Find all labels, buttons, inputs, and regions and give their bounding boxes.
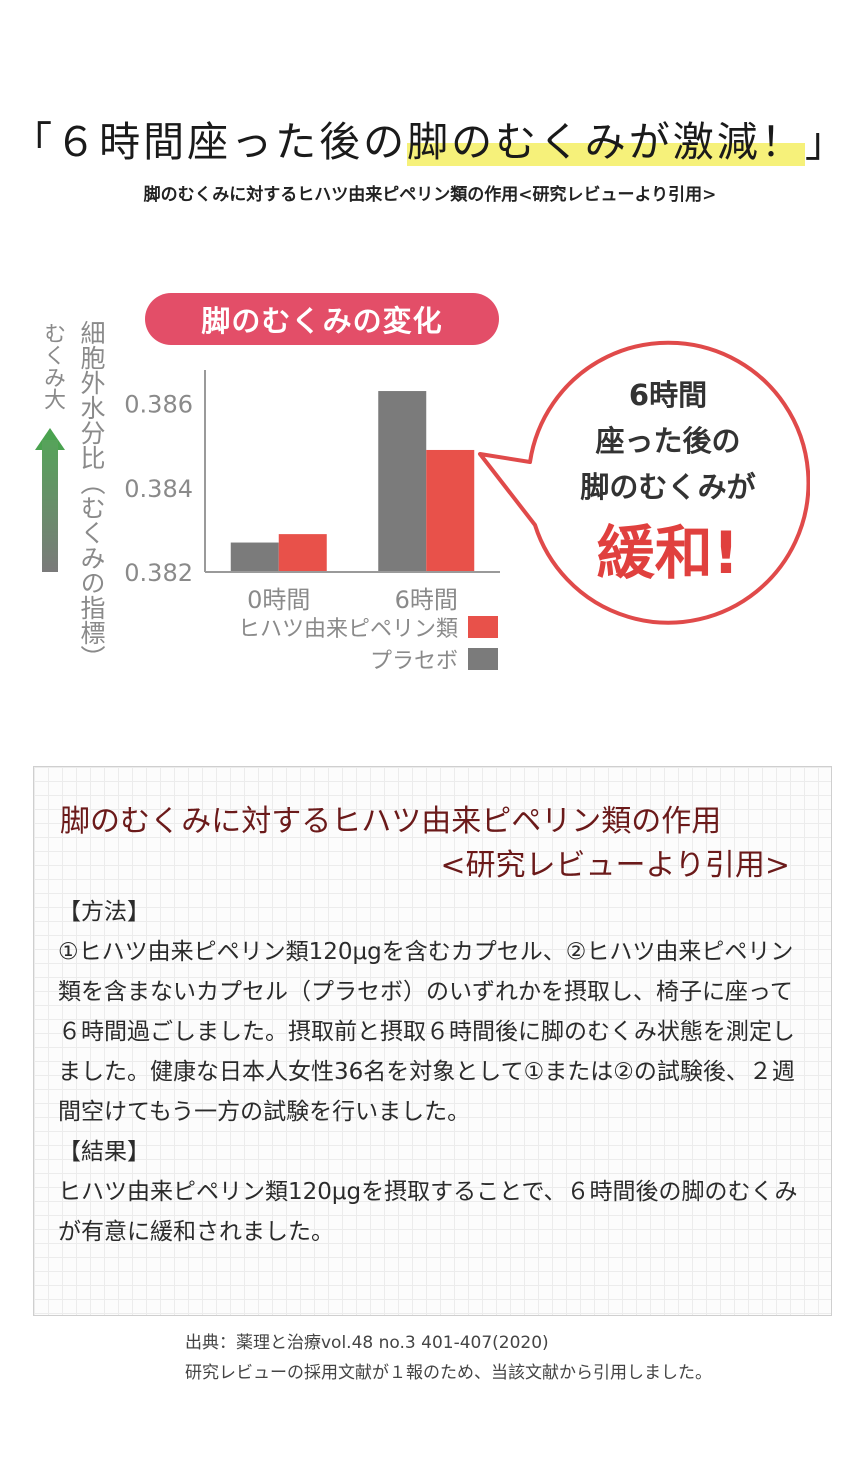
method-heading: 【方法】 xyxy=(58,899,150,925)
headline-open-bracket: 「 xyxy=(11,118,56,166)
x-tick-label: 0時間 xyxy=(247,586,310,614)
review-body: 【方法】 ①ヒハツ由来ピペリン類120μgを含むカプセル、②ヒハツ由来ピペリン類… xyxy=(58,892,803,1252)
headline-close-bracket: 」 xyxy=(804,118,849,166)
swelling-label: むくみ大 xyxy=(40,322,65,410)
headline-highlight: 脚のむくみが激減！ xyxy=(407,118,805,166)
chart-badge: 脚のむくみの変化 xyxy=(145,293,499,345)
result-text: ヒハツ由来ピペリン類120μgを摂取することで、６時間後の脚のむくみが有意に緩和… xyxy=(58,1179,798,1245)
y-tick-label: 0.382 xyxy=(124,559,193,587)
legend-swatch xyxy=(468,616,498,638)
review-title-line1: 脚のむくみに対するヒハツ由来ピペリン類の作用 xyxy=(60,804,722,839)
footnote: 出典：薬理と治療vol.48 no.3 401-407(2020) 研究レビュー… xyxy=(185,1328,855,1388)
y-tick-label: 0.384 xyxy=(124,475,193,503)
callout-line1: 6時間 xyxy=(628,378,708,412)
callout-line2: 座った後の xyxy=(595,424,741,458)
y-tick-label: 0.386 xyxy=(124,391,193,419)
review-title-line2: <研究レビューより引用> xyxy=(440,848,790,883)
bar-placebo xyxy=(378,391,427,572)
legend-label: ヒハツ由来ピペリン類 xyxy=(238,617,458,642)
gradient-arrow-bar xyxy=(42,440,58,572)
review-box xyxy=(33,766,832,1316)
callout-text: 6時間 座った後の 脚のむくみが 緩和! xyxy=(535,372,801,594)
legend-swatch xyxy=(468,648,498,670)
bar-placebo xyxy=(230,542,279,572)
headline-part1: ６時間座った後の xyxy=(55,118,408,166)
bar-piperine xyxy=(278,534,327,572)
review-title: 脚のむくみに対するヒハツ由来ピペリン類の作用 <研究レビューより引用> xyxy=(60,800,790,888)
subheadline: 脚のむくみに対するヒハツ由来ピペリン類の作用<研究レビューより引用> xyxy=(143,185,717,205)
callout-emphasis: 緩和! xyxy=(596,519,740,587)
legend-label: プラセボ xyxy=(370,649,458,674)
bar-piperine xyxy=(426,449,475,572)
y-axis-title: 細胞外水分比（むくみの指標） xyxy=(77,320,106,670)
method-text: ①ヒハツ由来ピペリン類120μgを含むカプセル、②ヒハツ由来ピペリン類を含まない… xyxy=(58,939,795,1125)
footnote-note: 研究レビューの採用文献が１報のため、当該文献から引用しました。 xyxy=(185,1363,712,1383)
callout-bubble-shape xyxy=(478,340,810,625)
result-heading: 【結果】 xyxy=(58,1139,150,1165)
footnote-source: 出典：薬理と治療vol.48 no.3 401-407(2020) xyxy=(185,1333,549,1353)
callout-bubble xyxy=(478,340,810,625)
headline: 「６時間座った後の脚のむくみが激減！」 xyxy=(0,108,860,168)
x-tick-label: 6時間 xyxy=(395,586,458,614)
callout-line3: 脚のむくみが xyxy=(580,470,756,504)
